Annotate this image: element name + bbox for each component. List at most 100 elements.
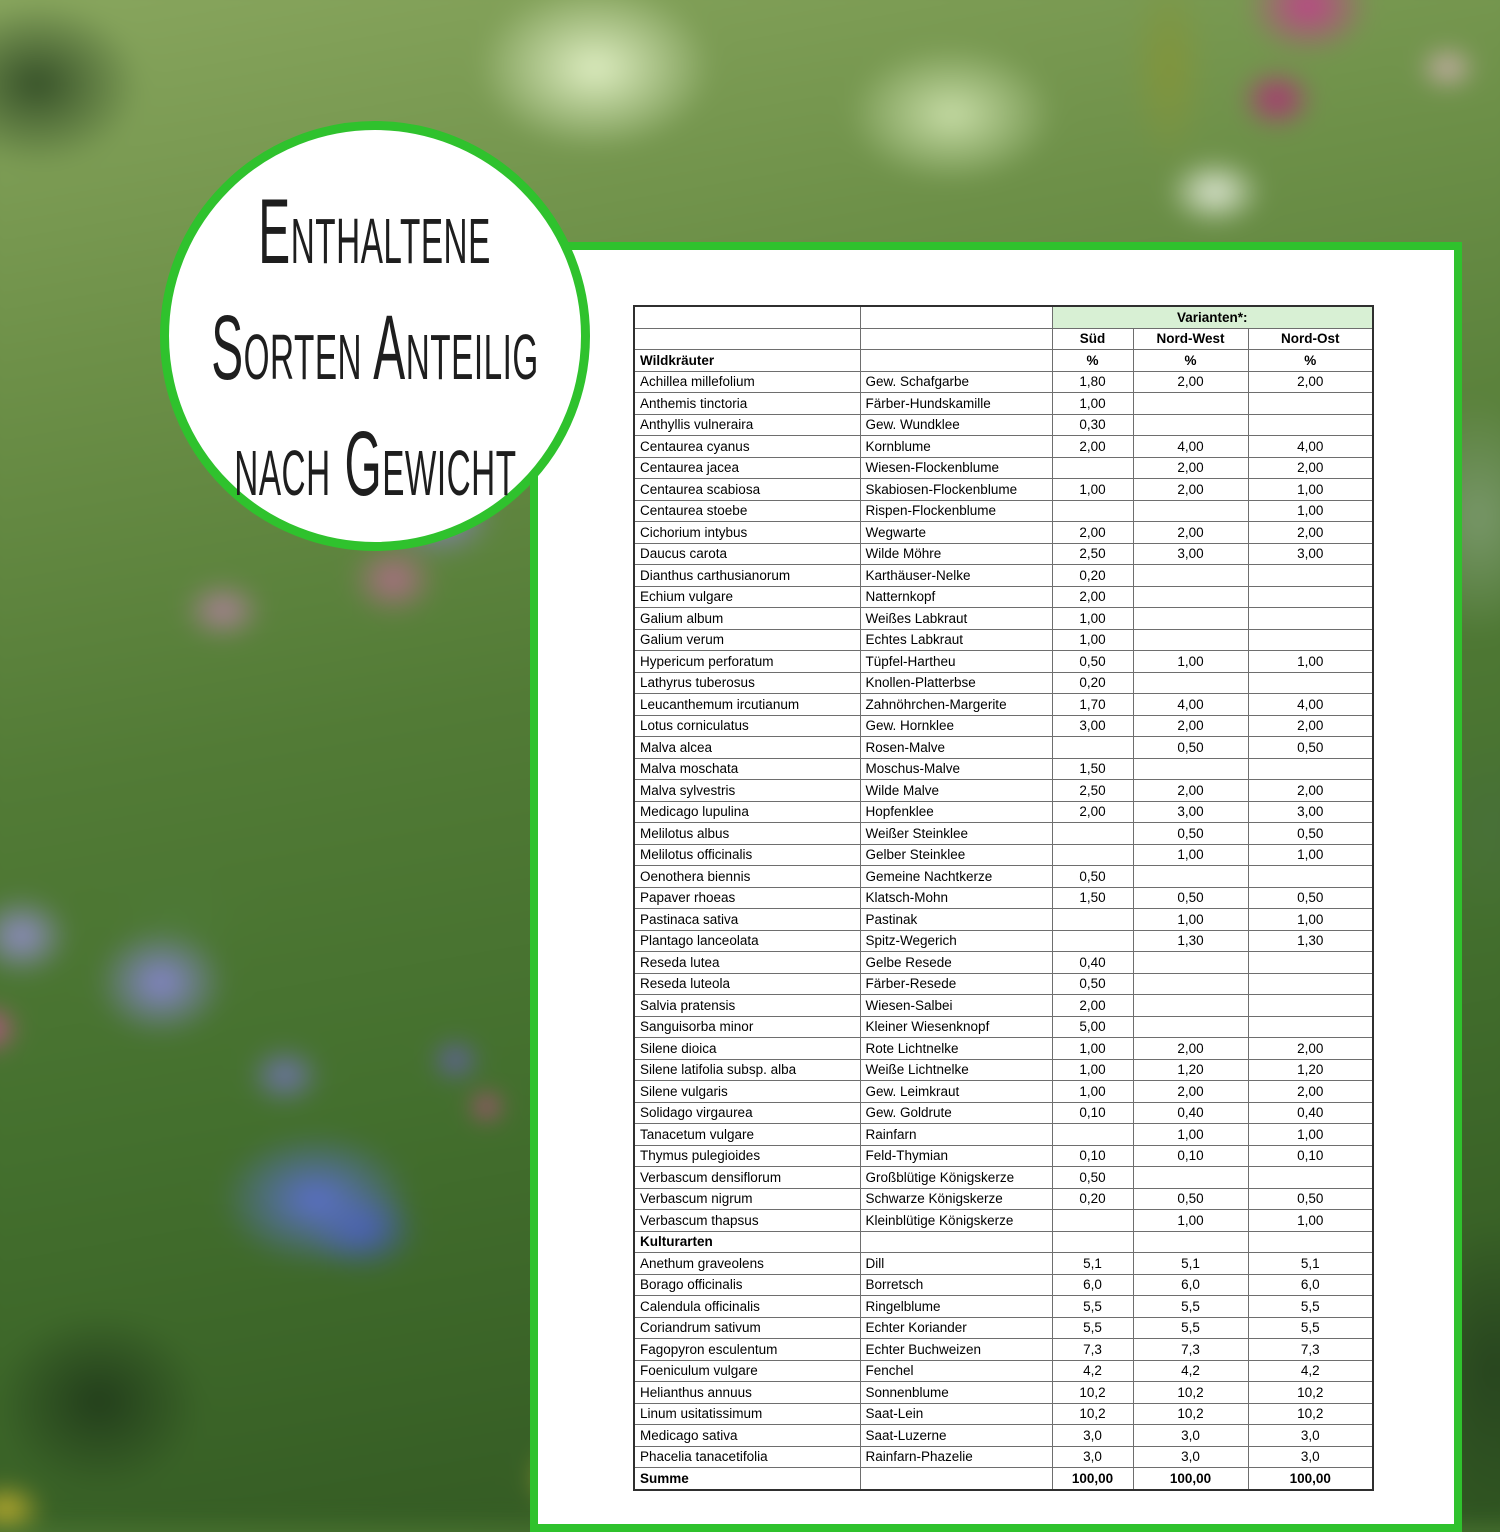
value-sued [1051, 822, 1134, 845]
german-name: Wilde Malve [859, 779, 1053, 802]
species-row: Galium verum Echtes Labkraut 1,00 [633, 628, 1374, 651]
summary-label: Summe [633, 1467, 861, 1490]
german-name: Gew. Leimkraut [859, 1080, 1053, 1103]
value-sued: 4,2 [1051, 1359, 1134, 1382]
value-nordwest: 0,50 [1132, 822, 1249, 845]
species-row: Verbascum nigrum Schwarze Königskerze 0,20… [633, 1187, 1374, 1210]
value-nordwest: 1,00 [1132, 650, 1249, 673]
value-nordwest: 4,00 [1132, 693, 1249, 716]
species-row: Echium vulgare Natternkopf 2,00 [633, 585, 1374, 608]
german-name: Tüpfel-Hartheu [859, 650, 1053, 673]
value-nordost: 2,00 [1247, 456, 1374, 479]
value-nordost: 5,5 [1247, 1316, 1374, 1339]
value-nordost: 2,00 [1247, 1080, 1374, 1103]
value-nordost: 6,0 [1247, 1273, 1374, 1296]
species-row: Reseda luteola Färber-Resede 0,50 [633, 972, 1374, 995]
latin-name: Calendula officinalis [633, 1295, 861, 1318]
latin-name: Melilotus albus [633, 822, 861, 845]
value-nordwest [1132, 865, 1249, 888]
value-nordost: 0,50 [1247, 736, 1374, 759]
variant-column-nordwest: Nord-West [1132, 327, 1249, 350]
species-row: Phacelia tanacetifolia Rainfarn-Phazelie 3… [633, 1445, 1374, 1468]
german-name: Wegwarte [859, 521, 1053, 544]
latin-name: Lathyrus tuberosus [633, 671, 861, 694]
value-sued: 1,50 [1051, 757, 1134, 780]
value-nordwest: 5,5 [1132, 1316, 1249, 1339]
value-sued: 3,00 [1051, 714, 1134, 737]
german-name: Gelbe Resede [859, 951, 1053, 974]
circle-badge: Enthaltene Sorten Anteilig nach Gewicht [160, 121, 590, 551]
german-name: Färber-Hundskamille [859, 392, 1053, 415]
value-nordost [1247, 628, 1374, 651]
value-nordwest: 2,00 [1132, 714, 1249, 737]
badge-line-2: Sorten Anteilig [211, 297, 539, 400]
latin-name: Thymus pulegioides [633, 1144, 861, 1167]
latin-name: Anthyllis vulneraira [633, 413, 861, 436]
value-nordwest: 0,40 [1132, 1101, 1249, 1124]
german-name: Großblütige Königskerze [859, 1166, 1053, 1189]
value-nordost: 1,00 [1247, 1209, 1374, 1232]
latin-name: Malva alcea [633, 736, 861, 759]
value-nordost [1247, 972, 1374, 995]
value-nordost [1247, 994, 1374, 1017]
value-nordwest: 0,10 [1132, 1144, 1249, 1167]
species-row: Pastinaca sativa Pastinak 1,00 1,00 [633, 908, 1374, 931]
value-nordwest: 5,5 [1132, 1295, 1249, 1318]
german-name: Fenchel [859, 1359, 1053, 1382]
latin-name: Anethum graveolens [633, 1252, 861, 1275]
species-row: Lathyrus tuberosus Knollen-Platterbse 0,20 [633, 671, 1374, 694]
value-nordost: 2,00 [1247, 370, 1374, 393]
value-nordost [1247, 951, 1374, 974]
seed-mix-table: Varianten*: Süd Nord-West Nord-Ost Wildk… [633, 305, 1375, 1491]
latin-name: Leucanthemum ircutianum [633, 693, 861, 716]
percent-header: % [1132, 349, 1249, 372]
latin-name: Verbascum densiflorum [633, 1166, 861, 1189]
species-row: Silene latifolia subsp. alba Weiße Lichtn… [633, 1058, 1374, 1081]
value-nordost: 3,00 [1247, 800, 1374, 823]
german-name: Borretsch [859, 1273, 1053, 1296]
german-name: Echtes Labkraut [859, 628, 1053, 651]
value-nordost: 3,00 [1247, 542, 1374, 565]
value-nordost: 1,00 [1247, 908, 1374, 931]
value-nordwest: 2,00 [1132, 779, 1249, 802]
value-sued: 2,00 [1051, 435, 1134, 458]
value-nordost [1247, 564, 1374, 587]
german-name: Gew. Wundklee [859, 413, 1053, 436]
latin-name: Silene vulgaris [633, 1080, 861, 1103]
value-nordost: 2,00 [1247, 779, 1374, 802]
latin-name: Papaver rhoeas [633, 886, 861, 909]
value-nordost [1247, 671, 1374, 694]
species-row: Hypericum perforatum Tüpfel-Hartheu 0,50 1,… [633, 650, 1374, 673]
value-nordwest: 2,00 [1132, 1037, 1249, 1060]
latin-name: Tanacetum vulgare [633, 1123, 861, 1146]
variant-column-nordost: Nord-Ost [1247, 327, 1374, 350]
value-nordwest [1132, 757, 1249, 780]
latin-name: Phacelia tanacetifolia [633, 1445, 861, 1468]
species-row: Tanacetum vulgare Rainfarn 1,00 1,00 [633, 1123, 1374, 1146]
latin-name: Centaurea cyanus [633, 435, 861, 458]
value-nordost: 1,00 [1247, 478, 1374, 501]
species-row: Cichorium intybus Wegwarte 2,00 2,00 2,00 [633, 521, 1374, 544]
german-name: Zahnöhrchen-Margerite [859, 693, 1053, 716]
latin-name: Anthemis tinctoria [633, 392, 861, 415]
species-row: Helianthus annuus Sonnenblume 10,2 10,2 10,2 [633, 1381, 1374, 1404]
value-sued [1051, 908, 1134, 931]
value-sued [1051, 1123, 1134, 1146]
value-nordost: 5,1 [1247, 1252, 1374, 1275]
value-nordwest: 3,00 [1132, 542, 1249, 565]
german-name: Wiesen-Salbei [859, 994, 1053, 1017]
section-label: Wildkräuter [633, 349, 861, 372]
value-nordost: 1,00 [1247, 499, 1374, 522]
german-name: Dill [859, 1252, 1053, 1275]
species-row: Medicago lupulina Hopfenklee 2,00 3,00 3,00 [633, 800, 1374, 823]
latin-name: Sanguisorba minor [633, 1015, 861, 1038]
species-row: Anthemis tinctoria Färber-Hundskamille 1,0… [633, 392, 1374, 415]
value-nordwest [1132, 585, 1249, 608]
value-nordwest [1132, 1166, 1249, 1189]
value-nordwest: 10,2 [1132, 1381, 1249, 1404]
value-nordwest: 1,00 [1132, 843, 1249, 866]
species-row: Linum usitatissimum Saat-Lein 10,2 10,2 10,2 [633, 1402, 1374, 1425]
value-nordwest [1132, 564, 1249, 587]
german-name: Kornblume [859, 435, 1053, 458]
empty-cell [859, 305, 1053, 329]
